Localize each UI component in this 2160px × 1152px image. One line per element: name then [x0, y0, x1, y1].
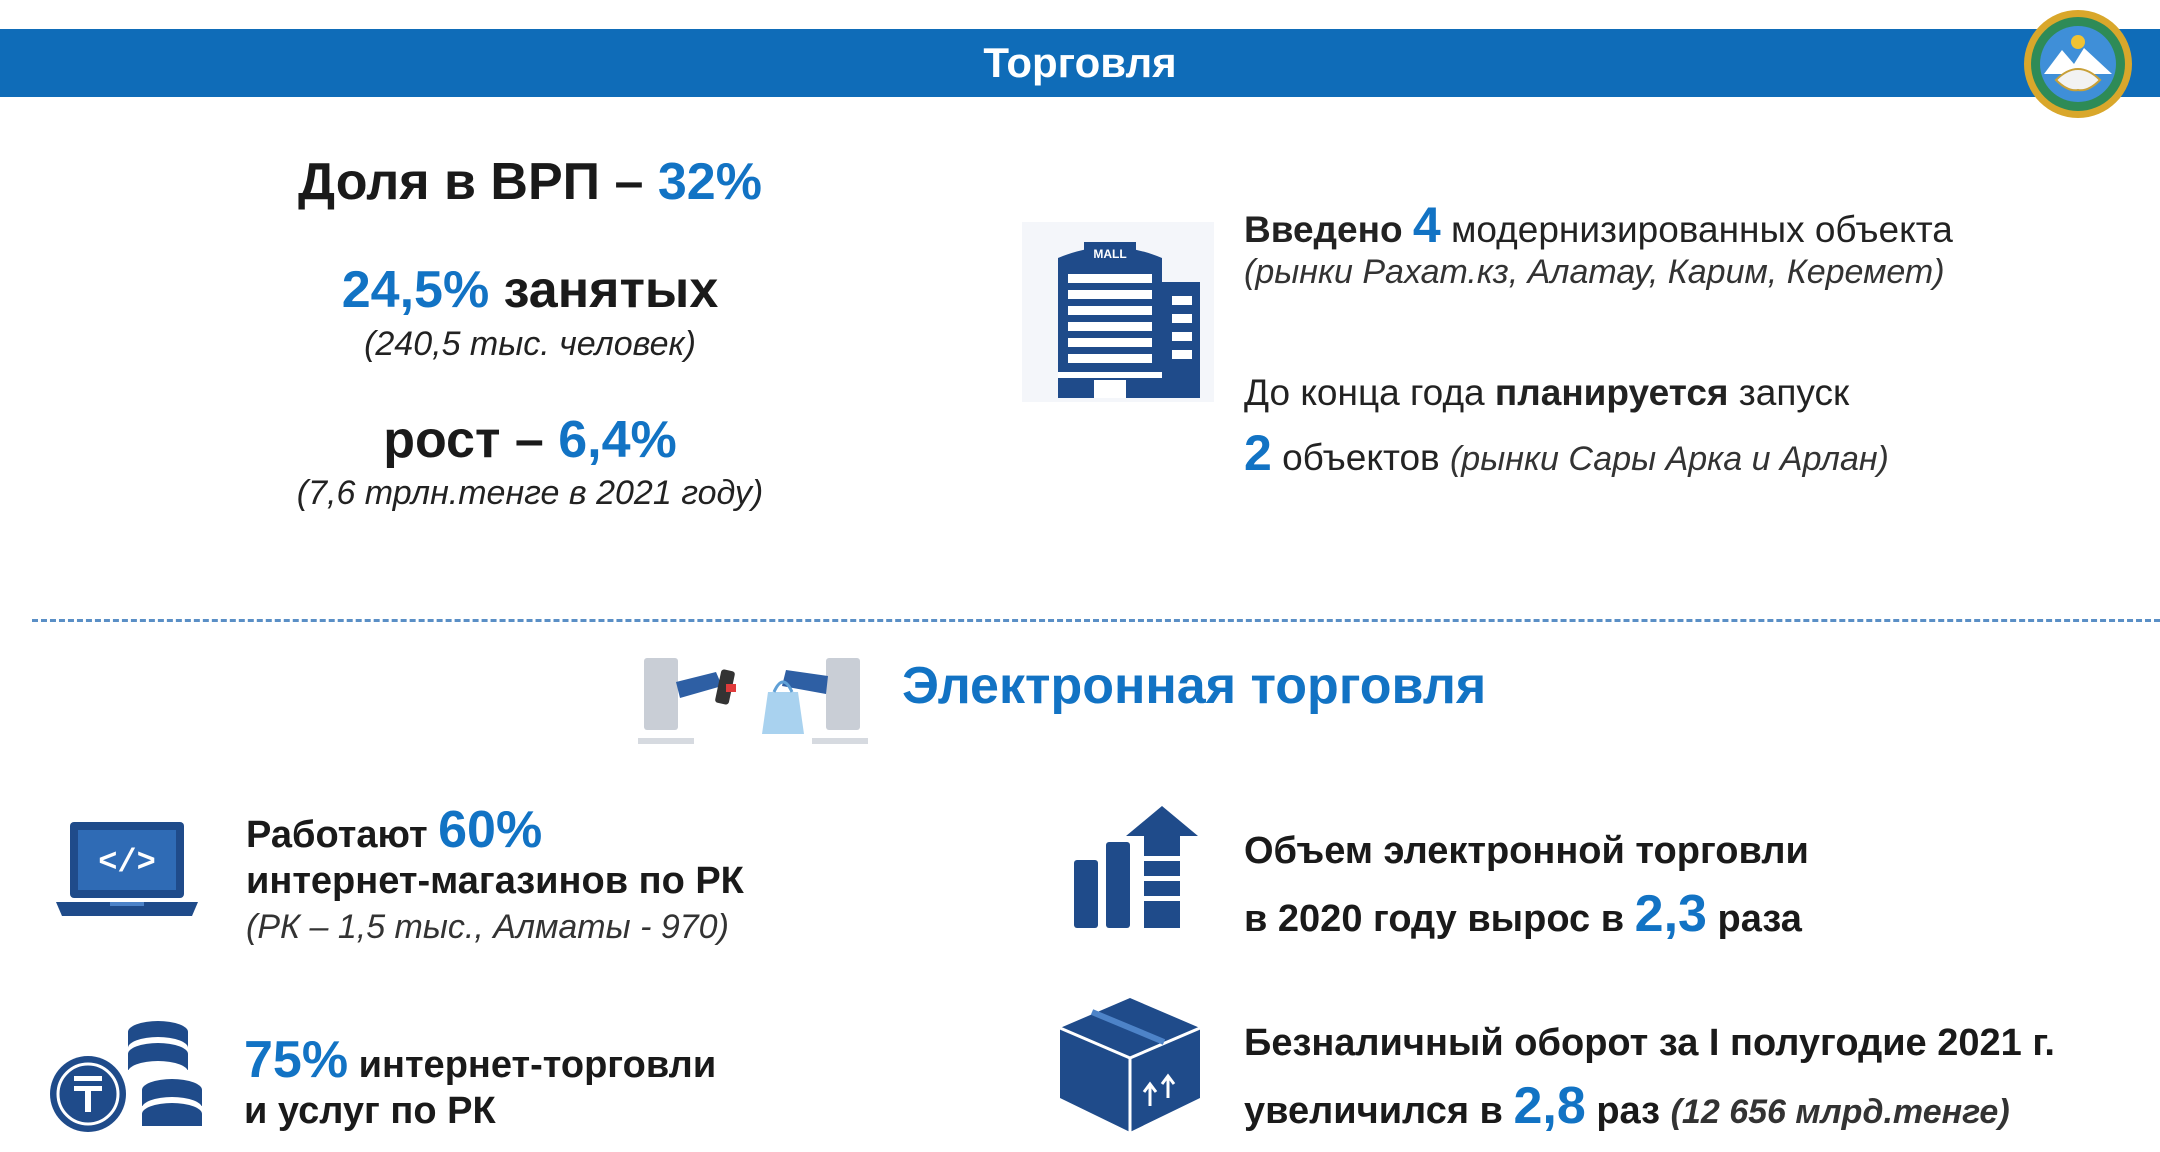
mall-line2-start: До конца года — [1244, 372, 1495, 413]
volume-line2-end: раза — [1706, 898, 1802, 940]
employed-line: 24,5% занятых — [240, 260, 820, 320]
mall-line1: Введено 4 модернизированных объекта — [1244, 196, 1953, 254]
volume-line1: Объем электронной торговли — [1244, 830, 1809, 872]
cashless-value: 2,8 — [1513, 1077, 1586, 1135]
cashless-line1: Безналичный оборот за I полугодие 2021 г… — [1244, 1022, 2055, 1064]
mall-line3-number: 2 — [1244, 425, 1272, 481]
svg-text:</>: </> — [98, 844, 156, 881]
growth-line: рост – 6,4% — [240, 410, 820, 470]
laptop-code-icon: </> — [56, 822, 198, 916]
mall-building-icon: MALL — [1022, 222, 1214, 402]
mall-line1-rest: модернизированных объекта — [1440, 209, 1953, 250]
volume-value: 2,3 — [1634, 885, 1707, 943]
growth-chart-icon — [1074, 806, 1198, 928]
cashless-line2-start: увеличился в — [1244, 1090, 1514, 1132]
mall-line3: 2 объектов (рынки Сары Арка и Арлан) — [1244, 424, 1889, 482]
mall-line2: До конца года планируется запуск — [1244, 372, 1849, 414]
cashless-note: (12 656 млрд.тенге) — [1670, 1093, 2010, 1131]
cashless-line2: увеличился в 2,8 раз (12 656 млрд.тенге) — [1244, 1076, 2010, 1136]
share-line2: и услуг по РК — [244, 1090, 496, 1132]
mall-line1-number: 4 — [1412, 197, 1441, 253]
employed-note: (240,5 тыс. человек) — [364, 325, 696, 363]
shops-value: 60% — [438, 801, 543, 859]
shops-label-start: Работают — [246, 814, 439, 856]
tenge-coins-icon — [50, 1021, 202, 1132]
shops-line2: интернет-магазинов по РК — [246, 860, 744, 902]
shops-note: (РК – 1,5 тыс., Алматы - 970) — [246, 908, 729, 946]
employed-label: занятых — [489, 261, 719, 319]
almaty-emblem-icon — [2024, 10, 2132, 118]
share-label-line1: интернет-торговли — [348, 1044, 717, 1086]
vrp-share-line: Доля в ВРП – 32% — [240, 152, 820, 212]
mall-sign-text: MALL — [1093, 247, 1126, 261]
cashless-line2-end: раз — [1585, 1090, 1671, 1132]
mall-line3-note: (рынки Сары Арка и Арлан) — [1449, 440, 1889, 478]
share-value: 75% — [244, 1031, 349, 1089]
growth-note: (7,6 трлн.тенге в 2021 году) — [296, 474, 764, 512]
mall-line1-note: (рынки Рахат.кз, Алатау, Карим, Керемет) — [1244, 253, 1945, 291]
page-title: Торговля — [983, 39, 1177, 86]
header-bar — [0, 29, 2160, 97]
section-divider — [32, 619, 2160, 622]
vrp-value: 32% — [657, 153, 762, 211]
ecommerce-title: Электронная торговля — [902, 657, 1487, 715]
volume-line2: в 2020 году вырос в 2,3 раза — [1244, 884, 1802, 944]
mall-line1-bold: Введено — [1244, 209, 1413, 250]
mall-line2-end: запуск — [1728, 372, 1850, 413]
package-box-icon — [1059, 998, 1201, 1132]
vrp-label: Доля в ВРП – — [298, 153, 658, 211]
share-line1: 75% интернет-торговли — [244, 1030, 716, 1090]
volume-line2-start: в 2020 году вырос в — [1244, 898, 1635, 940]
mall-line3-rest: объектов — [1271, 437, 1450, 478]
mall-line2-bold: планируется — [1494, 372, 1729, 413]
growth-value: 6,4% — [558, 411, 677, 469]
online-shopping-icon — [638, 658, 868, 744]
employed-value: 24,5% — [341, 261, 490, 319]
growth-label: рост – — [383, 411, 559, 469]
shops-line1: Работают 60% — [246, 800, 542, 860]
